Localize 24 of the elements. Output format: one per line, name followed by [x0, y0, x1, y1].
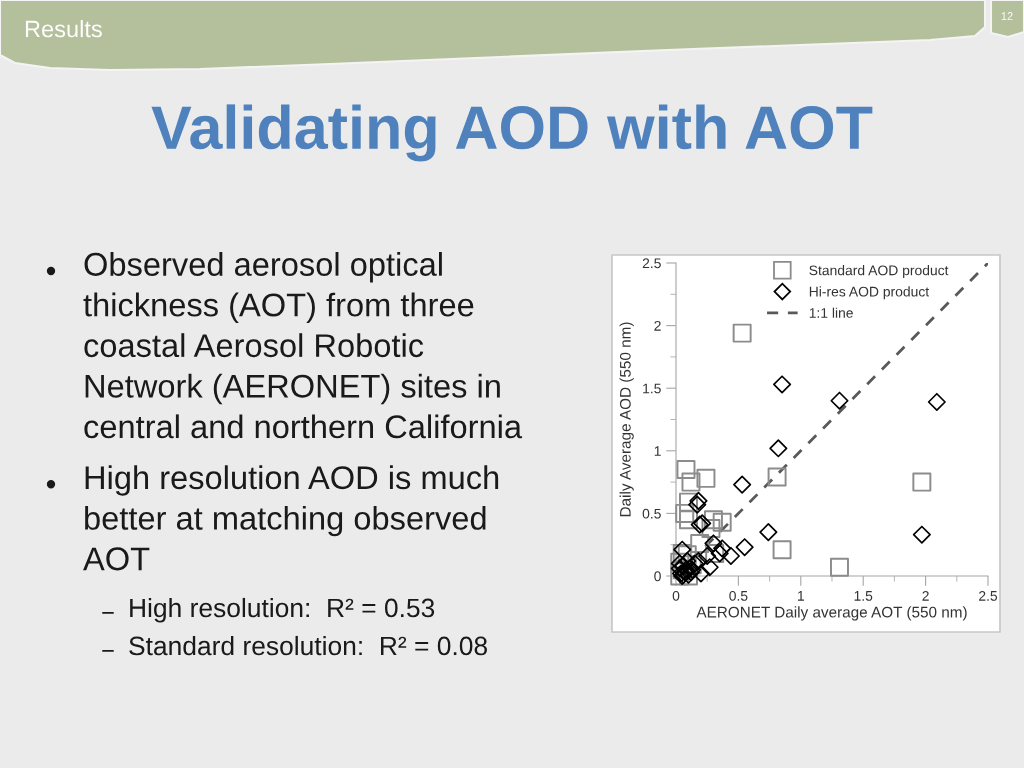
text: Standard resolution: R² = 0.08	[129, 635, 487, 656]
x-tick-label: 0.5	[729, 590, 748, 601]
legend-label: Standard AOD product	[809, 265, 949, 279]
y-axis-title: Daily Average AOD (550 nm)	[619, 322, 634, 517]
x-tick-label: 1.5	[854, 591, 873, 601]
y-tick-label: 2.5	[642, 258, 661, 269]
y-tick-label: 0.5	[642, 508, 661, 519]
y-tick-label: 2	[654, 320, 661, 331]
x-tick-label: 0	[672, 590, 680, 601]
y-tick-label: 0	[654, 571, 661, 582]
legend-label: Hi-res AOD product	[809, 286, 930, 300]
y-tick-label: 1.5	[643, 383, 661, 394]
x-tick-label: 2.5	[979, 590, 998, 601]
x-axis-title: AERONET Daily average AOT (550 nm)	[696, 606, 967, 621]
legend-label: 1:1 line	[809, 307, 853, 318]
text: High resolution: R² = 0.53	[130, 597, 435, 623]
text: Observed aerosol optical thickness (AOT) from three coastal Aerosol Robotic Network (AERONET) sites in central and northern California	[83, 252, 523, 439]
y-tick-label: 1	[654, 446, 661, 456]
text: Results	[25, 20, 102, 38]
x-tick-label: 1	[798, 591, 804, 601]
text: 12	[1001, 12, 1013, 20]
chart-title: Validating AOD with AOT	[151, 104, 873, 162]
text: High resolution AOD is much better at matching observed AOT	[83, 465, 499, 571]
x-tick-label: 2	[922, 590, 929, 601]
